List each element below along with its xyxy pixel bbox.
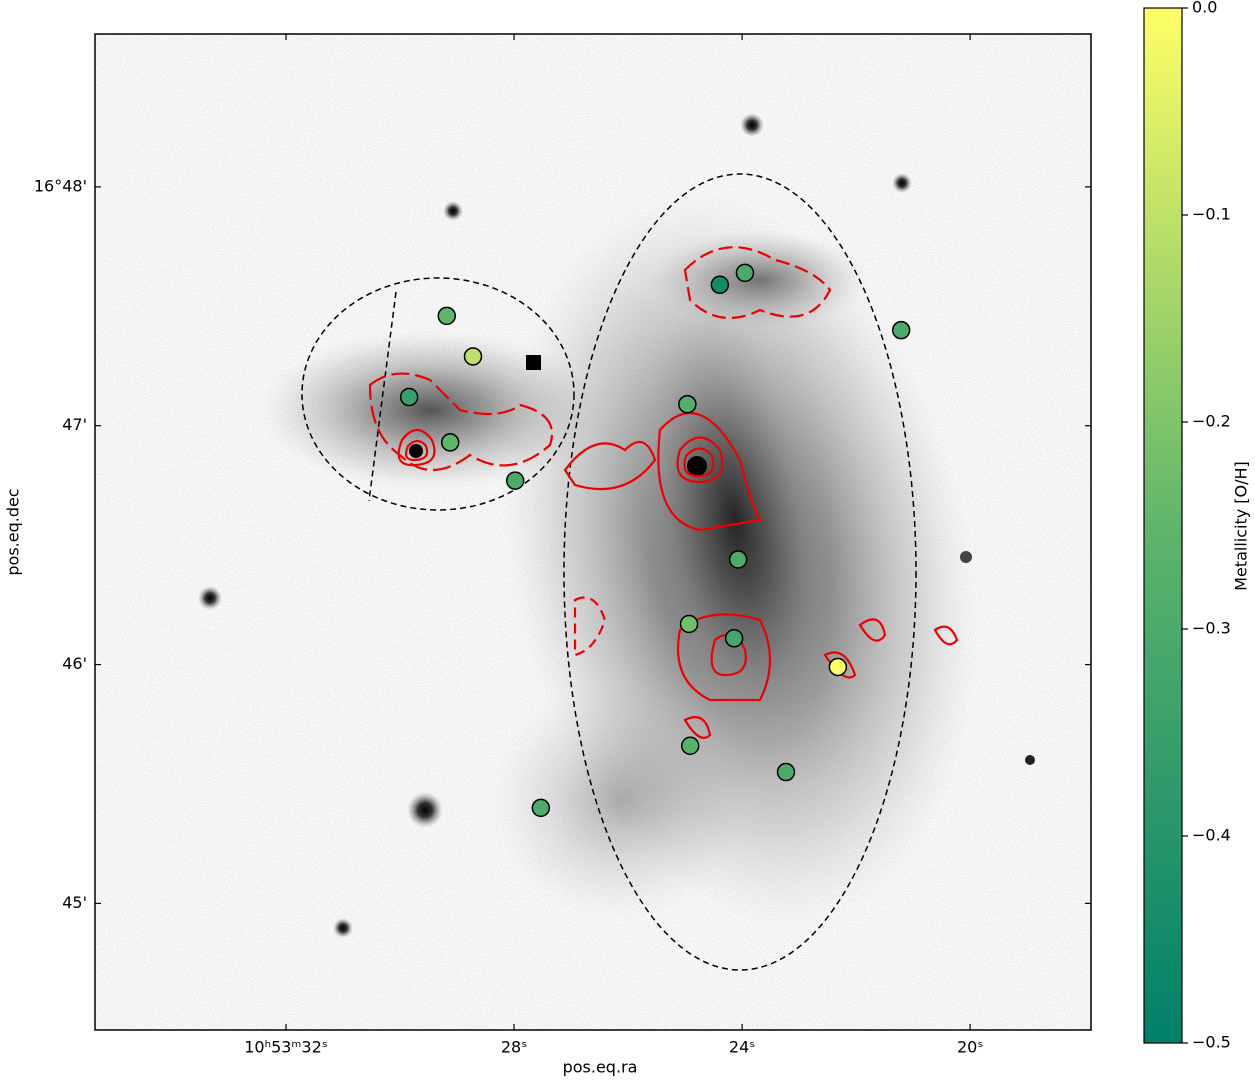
colorbar-tick-label: −0.3: [1192, 619, 1231, 638]
y-tick-label: 45': [62, 893, 87, 912]
y-tick-label: 46': [62, 654, 87, 673]
plot-frame: [94, 33, 1092, 1031]
region-outlines: [301, 173, 917, 971]
point: [531, 798, 551, 818]
point: [463, 347, 483, 366]
colorbar-tick-label: −0.4: [1192, 826, 1231, 845]
point: [680, 736, 700, 756]
point: [728, 550, 748, 569]
colorbar: [1143, 7, 1183, 1044]
colorbar-tick-label: −0.5: [1192, 1033, 1231, 1052]
x-tick-label: 10ʰ53ᵐ32ˢ: [244, 1038, 328, 1057]
colorbar-label: Metallicity [O/H]: [1232, 461, 1251, 591]
point: [710, 275, 730, 295]
x-tick-label: 20ˢ: [957, 1038, 983, 1057]
point: [679, 614, 699, 634]
y-tick-label: 47': [62, 415, 87, 434]
x-tick-label: 24ˢ: [729, 1038, 755, 1057]
sky-image: [95, 34, 1091, 1030]
point: [440, 433, 460, 452]
point: [828, 657, 848, 677]
y-tick-label: 16°48': [34, 176, 87, 195]
point: [891, 320, 911, 340]
point: [678, 394, 697, 414]
y-axis-label: pos.eq.dec: [4, 488, 23, 575]
point: [505, 471, 525, 490]
colorbar-tick-label: 0.0: [1192, 0, 1217, 17]
colorbar-tick-label: −0.1: [1192, 205, 1231, 224]
point: [437, 306, 457, 326]
point: [724, 629, 744, 648]
point: [735, 263, 755, 283]
x-axis-label: pos.eq.ra: [563, 1058, 638, 1077]
point: [399, 387, 419, 407]
x-tick-label: 28ˢ: [501, 1038, 527, 1057]
colorbar-tick-label: −0.2: [1192, 412, 1231, 431]
point: [776, 762, 796, 782]
